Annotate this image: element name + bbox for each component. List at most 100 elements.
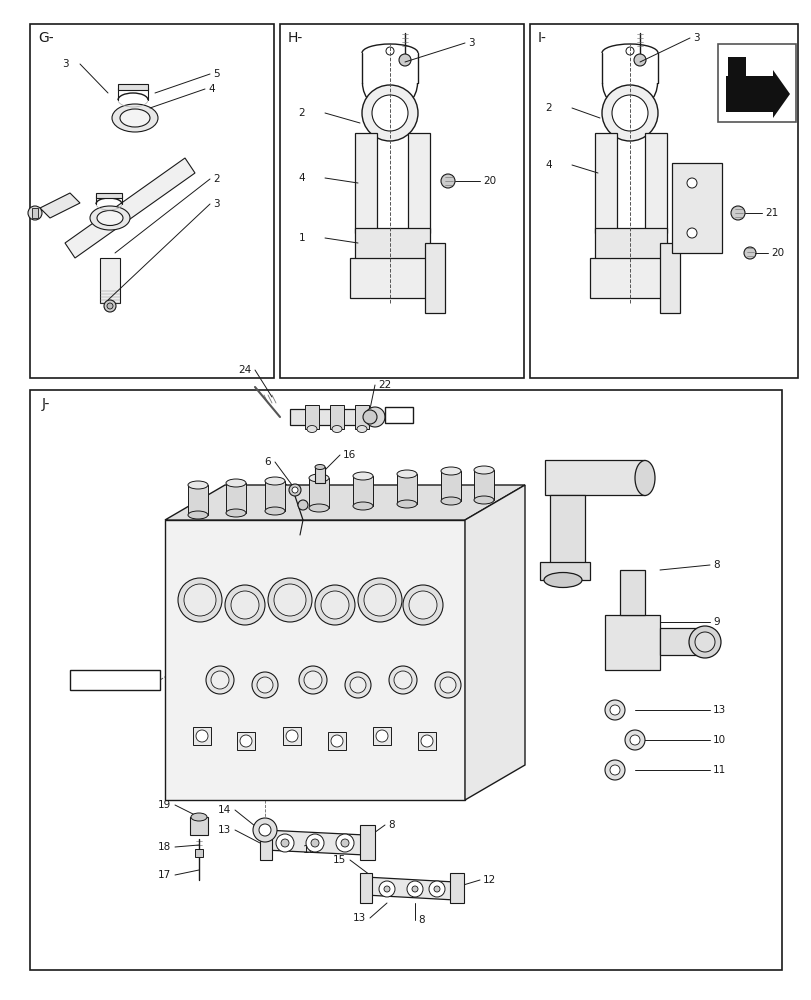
Text: 3: 3 bbox=[692, 33, 699, 43]
Text: 7: 7 bbox=[274, 478, 281, 488]
Ellipse shape bbox=[90, 206, 130, 230]
Circle shape bbox=[609, 705, 620, 715]
Text: 2: 2 bbox=[545, 103, 551, 113]
Circle shape bbox=[625, 47, 633, 55]
Bar bbox=[424, 243, 444, 313]
Text: 23: 23 bbox=[387, 410, 400, 420]
Text: 6: 6 bbox=[264, 457, 271, 467]
Text: 22: 22 bbox=[378, 380, 391, 390]
Circle shape bbox=[435, 672, 461, 698]
Text: 16: 16 bbox=[303, 845, 315, 855]
Ellipse shape bbox=[191, 813, 207, 821]
Text: 13: 13 bbox=[217, 825, 230, 835]
Circle shape bbox=[604, 760, 624, 780]
Bar bbox=[70, 670, 160, 690]
Circle shape bbox=[694, 632, 714, 652]
Circle shape bbox=[362, 85, 418, 141]
Circle shape bbox=[331, 735, 342, 747]
Ellipse shape bbox=[397, 500, 417, 508]
Ellipse shape bbox=[309, 474, 328, 482]
Polygon shape bbox=[604, 615, 659, 670]
Circle shape bbox=[104, 300, 116, 312]
Bar bbox=[440, 471, 461, 501]
Text: 4: 4 bbox=[545, 160, 551, 170]
Bar bbox=[659, 243, 679, 313]
Bar bbox=[193, 727, 211, 745]
Circle shape bbox=[629, 735, 639, 745]
Bar bbox=[30, 24, 273, 378]
Bar bbox=[290, 409, 370, 425]
Ellipse shape bbox=[112, 104, 158, 132]
Polygon shape bbox=[725, 57, 789, 118]
Circle shape bbox=[393, 671, 411, 689]
Circle shape bbox=[195, 730, 208, 742]
Bar bbox=[329, 405, 344, 429]
Polygon shape bbox=[544, 460, 644, 495]
Circle shape bbox=[428, 881, 444, 897]
Circle shape bbox=[285, 730, 298, 742]
Circle shape bbox=[433, 886, 440, 892]
Circle shape bbox=[350, 677, 366, 693]
Text: 20: 20 bbox=[770, 248, 783, 258]
Bar bbox=[418, 732, 436, 750]
Circle shape bbox=[259, 824, 271, 836]
Circle shape bbox=[440, 677, 456, 693]
Bar bbox=[260, 825, 272, 860]
Circle shape bbox=[689, 626, 720, 658]
Polygon shape bbox=[165, 520, 465, 800]
Bar bbox=[195, 849, 203, 857]
Circle shape bbox=[320, 591, 349, 619]
Ellipse shape bbox=[120, 109, 150, 127]
Bar bbox=[188, 485, 208, 515]
Circle shape bbox=[611, 95, 647, 131]
Circle shape bbox=[402, 585, 443, 625]
Ellipse shape bbox=[440, 467, 461, 475]
Ellipse shape bbox=[332, 426, 341, 432]
Text: 8: 8 bbox=[418, 915, 424, 925]
Bar bbox=[118, 84, 148, 90]
Circle shape bbox=[440, 174, 454, 188]
Ellipse shape bbox=[309, 504, 328, 512]
Circle shape bbox=[206, 666, 234, 694]
Text: 20: 20 bbox=[483, 176, 496, 186]
Text: 4: 4 bbox=[208, 84, 214, 94]
Bar bbox=[264, 481, 285, 511]
Bar bbox=[315, 467, 324, 483]
Text: I-: I- bbox=[538, 31, 546, 45]
Bar bbox=[237, 732, 255, 750]
Bar bbox=[280, 24, 523, 378]
Circle shape bbox=[268, 578, 311, 622]
Circle shape bbox=[345, 672, 371, 698]
Polygon shape bbox=[365, 877, 454, 900]
Circle shape bbox=[341, 839, 349, 847]
Circle shape bbox=[276, 834, 294, 852]
Bar bbox=[305, 405, 319, 429]
Ellipse shape bbox=[357, 426, 367, 432]
Circle shape bbox=[375, 730, 388, 742]
Polygon shape bbox=[620, 570, 644, 615]
Circle shape bbox=[225, 585, 264, 625]
Text: 1: 1 bbox=[298, 233, 305, 243]
Text: 18: 18 bbox=[157, 842, 171, 852]
Bar bbox=[590, 258, 674, 298]
Circle shape bbox=[292, 487, 298, 493]
Bar bbox=[30, 390, 781, 970]
Text: 35.359.010: 35.359.010 bbox=[74, 675, 133, 685]
Text: 9: 9 bbox=[712, 617, 719, 627]
Circle shape bbox=[184, 584, 216, 616]
Text: J-: J- bbox=[42, 397, 50, 411]
Bar bbox=[354, 133, 376, 233]
Text: 2: 2 bbox=[298, 108, 305, 118]
Bar bbox=[372, 727, 391, 745]
Text: 14: 14 bbox=[217, 805, 230, 815]
Bar bbox=[594, 228, 666, 263]
Bar bbox=[449, 873, 463, 903]
Circle shape bbox=[178, 578, 221, 622]
Circle shape bbox=[358, 578, 401, 622]
Text: 11: 11 bbox=[712, 765, 725, 775]
Ellipse shape bbox=[397, 470, 417, 478]
Circle shape bbox=[230, 591, 259, 619]
Circle shape bbox=[336, 834, 354, 852]
Text: G-: G- bbox=[38, 31, 54, 45]
Ellipse shape bbox=[264, 477, 285, 485]
